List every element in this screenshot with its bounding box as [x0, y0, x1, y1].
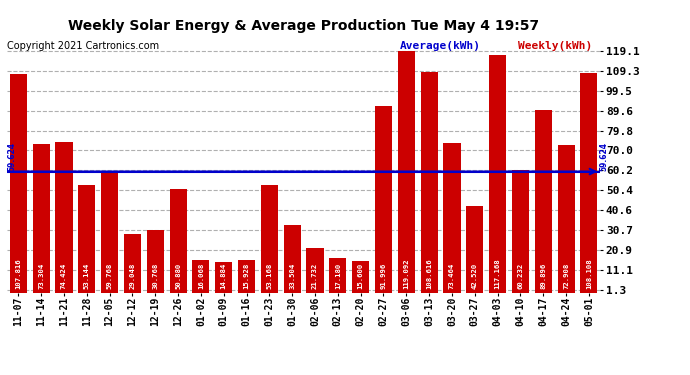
Text: Weekly(kWh): Weekly(kWh) — [518, 41, 592, 51]
Text: 73.304: 73.304 — [38, 263, 44, 290]
Text: 91.996: 91.996 — [380, 263, 386, 290]
Text: 108.108: 108.108 — [586, 259, 592, 290]
Text: 30.768: 30.768 — [152, 263, 158, 290]
Text: 107.816: 107.816 — [15, 259, 21, 290]
Text: 33.504: 33.504 — [289, 263, 295, 290]
Bar — [170, 189, 186, 292]
Text: 74.424: 74.424 — [61, 263, 67, 290]
Bar — [193, 260, 210, 292]
Bar — [375, 106, 392, 292]
Bar — [489, 55, 506, 292]
Bar — [101, 171, 118, 292]
Bar — [32, 144, 50, 292]
Text: 119.092: 119.092 — [403, 259, 409, 290]
Bar — [512, 170, 529, 292]
Text: 14.884: 14.884 — [221, 263, 227, 290]
Text: 89.896: 89.896 — [540, 263, 546, 290]
Text: 60.232: 60.232 — [518, 263, 524, 290]
Bar — [124, 234, 141, 292]
Text: Copyright 2021 Cartronics.com: Copyright 2021 Cartronics.com — [7, 41, 159, 51]
Text: 59.624: 59.624 — [8, 141, 17, 171]
Bar — [55, 141, 72, 292]
Bar — [306, 248, 324, 292]
Text: 17.180: 17.180 — [335, 263, 341, 290]
Text: 59.768: 59.768 — [106, 263, 112, 290]
Text: 50.880: 50.880 — [175, 263, 181, 290]
Bar — [558, 145, 575, 292]
Text: 15.928: 15.928 — [244, 263, 250, 290]
Text: 29.048: 29.048 — [130, 263, 135, 290]
Bar — [10, 74, 27, 292]
Text: 42.520: 42.520 — [472, 263, 477, 290]
Bar — [466, 206, 483, 292]
Bar — [215, 262, 233, 292]
Bar — [397, 51, 415, 292]
Text: 21.732: 21.732 — [312, 263, 318, 290]
Text: 53.168: 53.168 — [266, 263, 273, 290]
Text: 108.616: 108.616 — [426, 259, 432, 290]
Text: Weekly Solar Energy & Average Production Tue May 4 19:57: Weekly Solar Energy & Average Production… — [68, 19, 539, 33]
Bar — [535, 110, 552, 292]
Text: 15.600: 15.600 — [357, 263, 364, 290]
Text: 16.068: 16.068 — [198, 263, 204, 290]
Text: 73.464: 73.464 — [449, 263, 455, 290]
Bar — [329, 258, 346, 292]
Bar — [421, 72, 437, 292]
Text: Average(kWh): Average(kWh) — [400, 41, 481, 51]
Text: 53.144: 53.144 — [83, 263, 90, 290]
Bar — [444, 144, 460, 292]
Bar — [238, 260, 255, 292]
Text: 59.624: 59.624 — [600, 141, 609, 171]
Bar — [284, 225, 301, 292]
Bar — [261, 184, 278, 292]
Bar — [147, 230, 164, 292]
Bar — [78, 184, 95, 292]
Bar — [580, 73, 598, 292]
Text: 72.908: 72.908 — [563, 263, 569, 290]
Text: 117.168: 117.168 — [495, 259, 501, 290]
Bar — [352, 261, 369, 292]
